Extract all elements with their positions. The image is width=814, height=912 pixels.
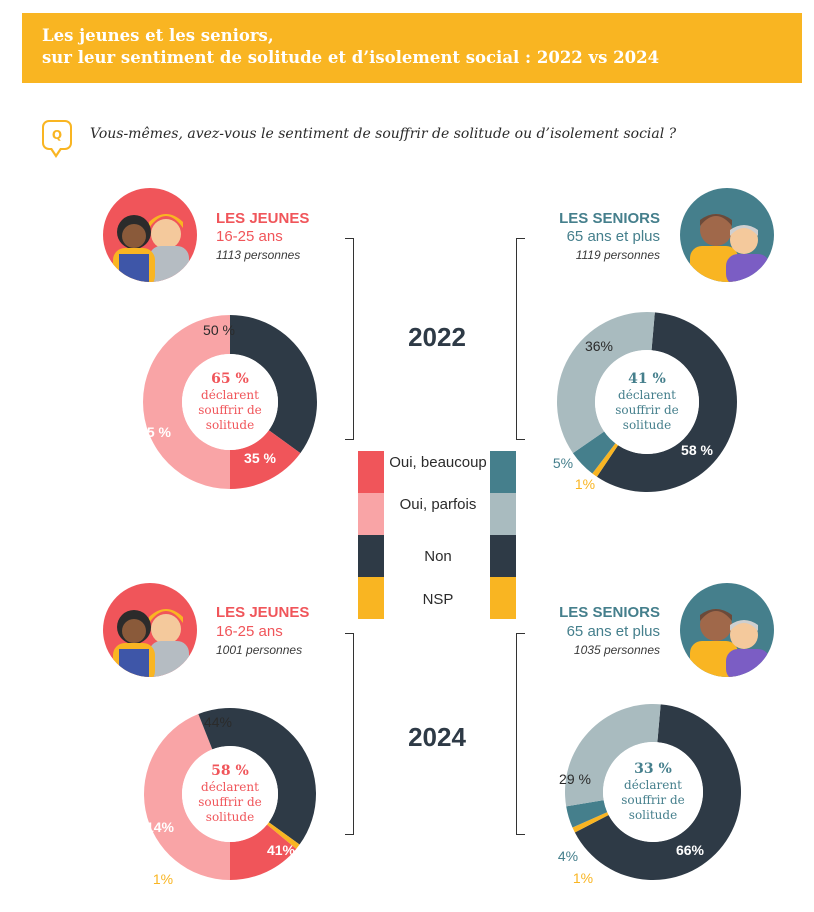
legend-swatch-seniors-oui-beaucoup bbox=[490, 451, 516, 493]
slice-label-non: 41% bbox=[267, 842, 296, 858]
slice-label-non: 66% bbox=[676, 842, 705, 858]
bracket-right-2024 bbox=[516, 633, 525, 835]
donut-hole bbox=[595, 350, 699, 454]
slice-label-oui-beaucoup: 5% bbox=[553, 455, 573, 471]
slice-oui-parfois bbox=[143, 315, 230, 489]
donut-center-text-line: souffrir de bbox=[198, 795, 262, 809]
donut-center-text-line: déclarent bbox=[201, 780, 259, 794]
slice-non bbox=[596, 312, 737, 492]
donut-center-value: 33 % bbox=[634, 761, 672, 777]
slice-label-oui-parfois: 44% bbox=[204, 714, 232, 730]
slice-non bbox=[574, 704, 741, 880]
slice-oui-parfois bbox=[143, 714, 230, 880]
jeunes-2022-age: 16-25 ans bbox=[216, 228, 283, 245]
seniors-2024-title: LES SENIORS bbox=[559, 604, 660, 621]
jeunes-2024-age: 16-25 ans bbox=[216, 623, 283, 640]
year-2024-label: 2024 bbox=[408, 722, 466, 752]
slice-label-nsp: 1% bbox=[573, 870, 593, 886]
legend-label-oui-beaucoup: Oui, beaucoup bbox=[388, 453, 488, 472]
legend-swatch-jeunes-oui-beaucoup bbox=[358, 451, 384, 493]
donut-center-value: 65 % bbox=[211, 371, 249, 387]
seniors-2022-sample: 1119 personnes bbox=[575, 248, 660, 262]
question-icon: Q bbox=[42, 120, 72, 158]
bracket-left-2022 bbox=[345, 238, 354, 440]
seniors-2024-sample: 1035 personnes bbox=[573, 643, 660, 657]
jeunes-2022-sample: 1113 personnes bbox=[216, 248, 301, 262]
legend-label-nsp-text: NSP bbox=[422, 591, 454, 608]
question-badge-letter: Q bbox=[51, 128, 63, 142]
legend-label-oui-parfois: Oui, parfois bbox=[388, 495, 488, 514]
slice-label-oui-beaucoup: 15 % bbox=[139, 424, 171, 440]
jeunes-2024-title: LES JEUNES bbox=[216, 604, 310, 621]
donut-hole bbox=[603, 742, 703, 842]
question-text: Vous-mêmes, avez-vous le sentiment de so… bbox=[90, 126, 677, 142]
header-title-line-2: sur leur sentiment de solitude et d’isol… bbox=[42, 48, 660, 67]
slice-nsp bbox=[266, 822, 300, 849]
slice-oui-beaucoup bbox=[566, 800, 608, 828]
slice-oui-beaucoup bbox=[230, 824, 297, 880]
bracket-right-2022 bbox=[516, 238, 525, 440]
header-banner: Les jeunes et les seniors, sur leur sent… bbox=[22, 13, 802, 83]
seniors-2024-age: 65 ans et plus bbox=[566, 623, 660, 640]
legend-swatch-seniors-oui-parfois bbox=[490, 493, 516, 535]
seniors-2022-title: LES SENIORS bbox=[559, 210, 660, 227]
slice-nsp bbox=[572, 812, 609, 833]
jeunes-2024-sample: 1001 personnes bbox=[216, 643, 303, 657]
donut-center-text-line: déclarent bbox=[618, 388, 676, 402]
donut-center-text-line: souffrir de bbox=[198, 403, 262, 417]
legend-swatch-seniors-non bbox=[490, 535, 516, 577]
slice-label-oui-beaucoup: 4% bbox=[558, 848, 578, 864]
donut-center-text-line: solitude bbox=[629, 808, 677, 822]
seniors-avatar-2022 bbox=[680, 188, 774, 282]
seniors-2022-age: 65 ans et plus bbox=[566, 228, 660, 245]
legend-swatch-seniors-nsp bbox=[490, 577, 516, 619]
slice-label-nsp: 1% bbox=[575, 476, 595, 492]
slice-oui-parfois bbox=[565, 704, 661, 807]
slice-label-nsp: 1% bbox=[153, 871, 173, 887]
header-title-line-1: Les jeunes et les seniors, bbox=[42, 26, 274, 45]
slice-oui-parfois bbox=[557, 312, 655, 454]
donut-hole bbox=[182, 746, 278, 842]
donut-hole bbox=[182, 354, 278, 450]
year-2022-label: 2022 bbox=[408, 322, 466, 352]
bracket-left-2024 bbox=[345, 633, 354, 835]
slice-label-oui-parfois: 29 % bbox=[559, 771, 591, 787]
donut-center-value: 58 % bbox=[211, 763, 249, 779]
slice-label-non: 35 % bbox=[244, 450, 276, 466]
legend-swatch-jeunes-non bbox=[358, 535, 384, 577]
jeunes-avatar-2022 bbox=[103, 188, 197, 282]
legend-label-non: Non bbox=[388, 547, 488, 566]
donut-center-text-line: déclarent bbox=[624, 778, 682, 792]
legend-label-oui-beaucoup-text: Oui, beaucoup bbox=[389, 454, 487, 471]
slice-nsp bbox=[592, 443, 619, 477]
donut-center-text-line: solitude bbox=[623, 418, 671, 432]
donut-center-value: 41 % bbox=[628, 371, 666, 387]
legend-swatch-jeunes-oui-parfois bbox=[358, 493, 384, 535]
seniors-avatar-2024 bbox=[680, 583, 774, 677]
slice-non bbox=[230, 315, 317, 454]
legend-label-oui-parfois-text: Oui, parfois bbox=[399, 496, 477, 513]
jeunes-2022-title: LES JEUNES bbox=[216, 210, 310, 227]
donut-center-text-line: déclarent bbox=[201, 388, 259, 402]
slice-label-non: 58 % bbox=[681, 442, 713, 458]
donut-center-text-line: souffrir de bbox=[615, 403, 679, 417]
donut-center-text-line: souffrir de bbox=[621, 793, 685, 807]
donut-center-text-line: solitude bbox=[206, 810, 254, 824]
legend-label-nsp: NSP bbox=[388, 590, 488, 609]
slice-label-oui-beaucoup: 14% bbox=[146, 819, 175, 835]
legend-swatch-jeunes-nsp bbox=[358, 577, 384, 619]
legend-label-non-text: Non bbox=[424, 548, 452, 565]
slice-label-oui-parfois: 50 % bbox=[203, 322, 235, 338]
donut-center-text-line: solitude bbox=[206, 418, 254, 432]
slice-label-oui-parfois: 36% bbox=[585, 338, 613, 354]
jeunes-avatar-2024 bbox=[103, 583, 197, 677]
slice-oui-beaucoup bbox=[572, 431, 616, 474]
slice-oui-beaucoup bbox=[230, 430, 301, 489]
slice-non bbox=[198, 708, 316, 845]
